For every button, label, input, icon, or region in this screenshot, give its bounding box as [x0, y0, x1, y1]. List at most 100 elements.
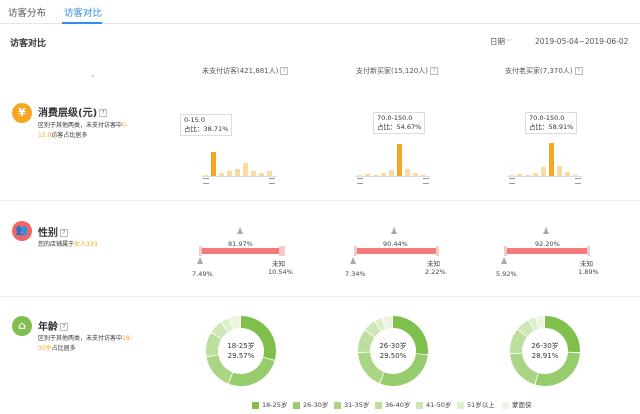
- consumption-bar[interactable]: [549, 143, 554, 176]
- help-icon[interactable]: ?: [60, 229, 68, 237]
- donut-center-value: 29.57%: [227, 352, 255, 360]
- consumption-bar[interactable]: [509, 175, 514, 176]
- donut-slice[interactable]: [375, 318, 386, 332]
- consumption-bar[interactable]: [243, 163, 248, 176]
- axis-start-marker: [357, 178, 363, 184]
- legend-swatch: [502, 401, 509, 409]
- legend-swatch: [375, 401, 382, 409]
- donut-slice[interactable]: [517, 320, 535, 337]
- consumption-bar[interactable]: [573, 175, 578, 176]
- consumption-bar[interactable]: [381, 173, 386, 176]
- donut-slice[interactable]: [206, 354, 233, 384]
- tooltip-share: 占比：58.91%: [529, 123, 574, 131]
- consumption-bar[interactable]: [235, 169, 240, 176]
- help-icon[interactable]: ?: [280, 67, 289, 75]
- consumption-bar[interactable]: [541, 167, 546, 176]
- bar-tooltip: 0-15.0 占比：38.71%: [180, 114, 233, 136]
- consumption-bar[interactable]: [413, 173, 418, 176]
- column-header-new-buyers: 支付新买家(15,120人)?: [356, 66, 438, 76]
- donut-slice[interactable]: [228, 357, 275, 386]
- donut-slice[interactable]: [211, 322, 228, 339]
- donut-slice[interactable]: [392, 316, 428, 355]
- donut-slice[interactable]: [380, 353, 428, 386]
- consumption-bar[interactable]: [525, 175, 530, 176]
- date-selector-label[interactable]: 日期: [490, 37, 505, 46]
- donut-slice[interactable]: [510, 352, 539, 385]
- legend-item[interactable]: 31-35岁: [334, 399, 369, 409]
- male-icon: ♟: [196, 257, 205, 267]
- donut-slice[interactable]: [358, 352, 385, 384]
- legend-item[interactable]: 蒙面侠: [502, 399, 532, 409]
- consumption-bar[interactable]: [219, 173, 224, 176]
- donut-center-category: 26-30岁: [379, 342, 407, 350]
- female-bar: [507, 248, 587, 254]
- donut-slice[interactable]: [206, 332, 222, 357]
- donut-slice[interactable]: [536, 316, 545, 329]
- donut-slice[interactable]: [528, 317, 539, 331]
- tab-visitor-distribution[interactable]: 访客分布: [8, 8, 47, 19]
- female-icon: ♟: [236, 227, 245, 237]
- legend-swatch: [457, 401, 464, 409]
- consumption-bar[interactable]: [227, 171, 232, 176]
- help-icon[interactable]: ?: [429, 67, 438, 75]
- gender-title-text: 性别: [38, 228, 58, 239]
- male-percent: 7.49%: [192, 270, 213, 278]
- axis-start-marker: [203, 178, 209, 184]
- unknown-bar-segment: [279, 246, 285, 256]
- donut-slice[interactable]: [382, 316, 393, 330]
- bar-chart-baseline: [201, 176, 277, 177]
- consumption-bar[interactable]: [389, 170, 394, 176]
- chevron-down-icon[interactable]: ﹀: [506, 39, 513, 46]
- date-range[interactable]: 2019-05-04~2019-06-02: [535, 37, 629, 46]
- help-icon[interactable]: ?: [574, 67, 583, 75]
- legend-swatch: [334, 401, 341, 409]
- section-divider: [0, 296, 640, 297]
- donut-slice[interactable]: [535, 352, 580, 386]
- consumption-bar[interactable]: [203, 175, 208, 176]
- help-icon[interactable]: ?: [60, 323, 68, 331]
- consumption-bar[interactable]: [557, 166, 562, 176]
- consumption-bar[interactable]: [533, 173, 538, 176]
- tab-visitor-compare[interactable]: 访客对比: [64, 8, 103, 19]
- donut-slice[interactable]: [510, 329, 528, 354]
- legend-item[interactable]: 26-30岁: [293, 399, 328, 409]
- consumption-bar[interactable]: [421, 175, 426, 176]
- donut-slice[interactable]: [365, 321, 381, 338]
- unknown-percent: 10.54%: [268, 268, 293, 276]
- consumption-bar[interactable]: [267, 171, 272, 176]
- consumption-bar[interactable]: [259, 173, 264, 176]
- consumption-bar[interactable]: [405, 169, 410, 176]
- legend-item[interactable]: 41-50岁: [416, 399, 451, 409]
- donut-slice[interactable]: [358, 330, 375, 353]
- donut-slice[interactable]: [221, 318, 233, 332]
- column-header-label: 支付老买家(7,370人): [505, 67, 573, 75]
- age-donut-old-buyers: [510, 316, 580, 386]
- legend-item[interactable]: 18-25岁: [252, 399, 287, 409]
- help-icon[interactable]: ?: [99, 109, 108, 117]
- consumption-bar[interactable]: [211, 152, 216, 176]
- age-title-text: 年龄: [38, 322, 58, 333]
- desc-text: 占比居多: [51, 345, 76, 352]
- donut-slice[interactable]: [240, 316, 276, 360]
- unknown-percent: 1.89%: [578, 268, 599, 276]
- legend-item[interactable]: 51岁以上: [457, 399, 495, 409]
- legend-item[interactable]: 36-40岁: [375, 399, 410, 409]
- consumption-bar[interactable]: [397, 144, 402, 176]
- consumption-bar[interactable]: [357, 175, 362, 176]
- axis-end-marker: [575, 178, 581, 184]
- section-divider: [0, 200, 640, 201]
- consumption-bar[interactable]: [517, 174, 522, 176]
- consumption-bar[interactable]: [365, 174, 370, 176]
- female-bar: [357, 248, 436, 254]
- consumption-bar[interactable]: [565, 172, 570, 176]
- legend-swatch: [293, 401, 300, 409]
- consumption-bar[interactable]: [251, 171, 256, 176]
- male-bar-segment: [199, 246, 202, 256]
- donut-slice[interactable]: [229, 316, 241, 330]
- age-title: 年龄?: [38, 318, 68, 333]
- female-percent: 92.20%: [535, 240, 560, 248]
- consumption-bar[interactable]: [373, 175, 378, 176]
- unknown-label: 未知: [272, 260, 285, 268]
- donut-slice[interactable]: [544, 316, 580, 353]
- column-header-old-buyers: 支付老买家(7,370人)?: [505, 66, 583, 76]
